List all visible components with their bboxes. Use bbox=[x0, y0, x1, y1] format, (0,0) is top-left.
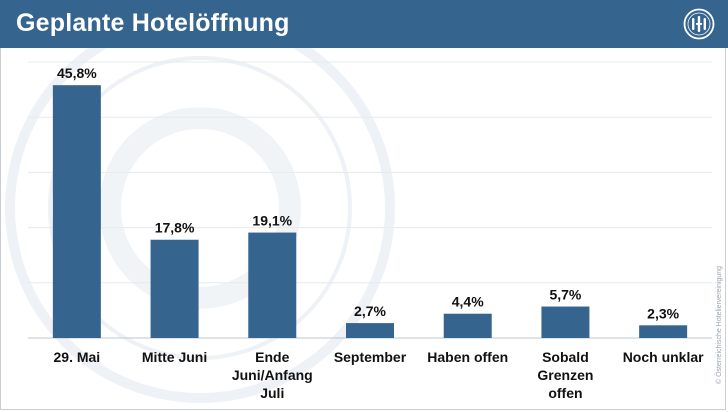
gridlines bbox=[28, 61, 712, 339]
value-labels: 45,8% 17,8% 19,1% 2,7% 4,4% 5,7% 2,3% bbox=[57, 65, 680, 321]
ohv-logo-icon bbox=[683, 8, 715, 40]
category-label: Ende Juni/Anfang Juli bbox=[232, 349, 313, 401]
category-label: Mitte Juni bbox=[142, 349, 207, 365]
category-label: Sobald Grenzen offen bbox=[537, 349, 593, 401]
data-label: 2,3% bbox=[647, 305, 679, 321]
data-label: 2,7% bbox=[354, 303, 386, 319]
data-label: 4,4% bbox=[452, 294, 484, 310]
bar bbox=[52, 85, 101, 339]
bar bbox=[248, 232, 297, 338]
bar bbox=[346, 323, 394, 338]
data-label: 45,8% bbox=[57, 65, 97, 81]
data-label: 19,1% bbox=[252, 213, 292, 229]
copyright-text: © Österreichische Hoteliervereinigung bbox=[716, 266, 723, 384]
bar bbox=[443, 313, 492, 338]
bar bbox=[541, 306, 590, 338]
watermark-seal bbox=[5, 48, 395, 403]
bar bbox=[639, 325, 688, 338]
category-label: September bbox=[334, 349, 407, 365]
category-labels: 29. Mai Mitte Juni Ende Juni/Anfang Juli Sept… bbox=[54, 349, 705, 401]
data-label: 17,8% bbox=[155, 220, 195, 236]
page-title: Geplante Hotelöffnung bbox=[16, 9, 290, 37]
category-label: Noch unklar bbox=[623, 349, 704, 365]
category-label: Haben offen bbox=[427, 349, 508, 365]
bars bbox=[52, 85, 688, 339]
bar bbox=[150, 239, 199, 338]
header-bar: Geplante Hotelöffnung bbox=[0, 0, 728, 48]
data-label: 5,7% bbox=[549, 287, 581, 303]
category-label: 29. Mai bbox=[54, 349, 101, 365]
